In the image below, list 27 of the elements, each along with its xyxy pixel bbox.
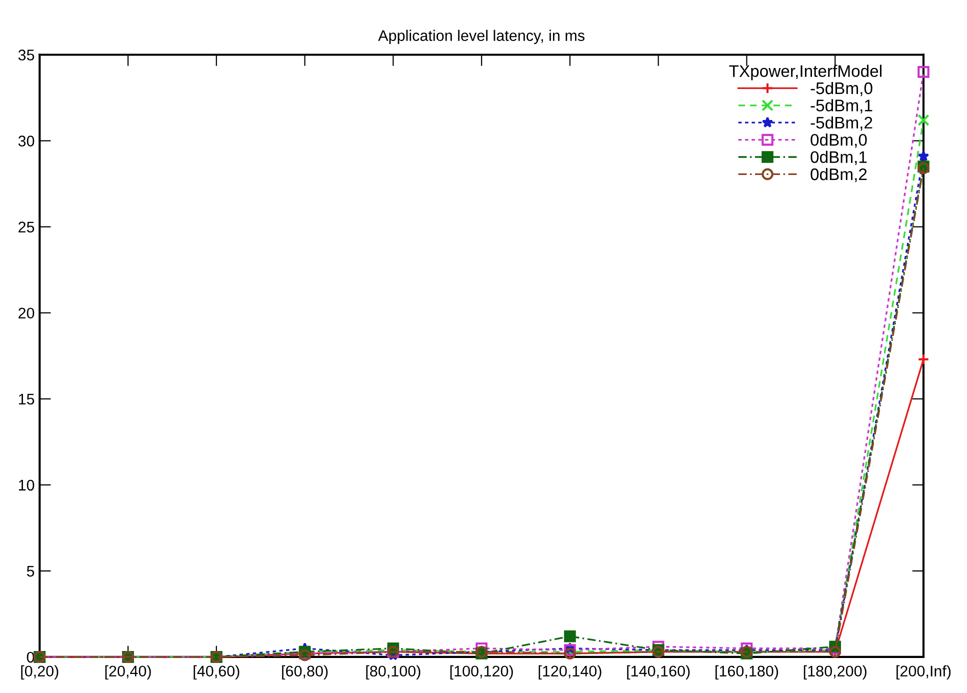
- x-tick-label: [80,100): [366, 665, 420, 680]
- legend-label: 0dBm,1: [810, 150, 867, 165]
- y-tick-label: 10: [18, 480, 34, 491]
- y-tick-label: 0: [26, 652, 34, 663]
- legend-label: 0dBm,0: [810, 134, 867, 148]
- x-tick-label: [40,60): [194, 665, 240, 680]
- y-tick-label: 30: [18, 136, 34, 146]
- y-tick-label: 20: [18, 308, 34, 319]
- x-tick-label: [60,80): [282, 665, 328, 680]
- x-tick-label: [0,20): [21, 665, 58, 680]
- x-tick-label: [20,40): [105, 665, 151, 680]
- x-tick-label: [140,160): [627, 665, 690, 680]
- chart-title: Application level latency, in ms: [378, 30, 584, 44]
- x-tick-label: [200,Inf): [896, 665, 951, 680]
- legend-label: -5dBm,0: [810, 82, 872, 96]
- x-tick-label: [160,180): [716, 665, 778, 680]
- legend-title: TXpower,InterfModel: [729, 64, 882, 80]
- x-tick-label: [180,200): [804, 665, 866, 680]
- legend-label: -5dBm,2: [810, 116, 872, 131]
- x-tick-label: [120,140): [538, 665, 602, 680]
- y-tick-label: 5: [26, 566, 34, 577]
- y-tick-label: 15: [18, 394, 34, 405]
- y-tick-label: 35: [18, 50, 34, 60]
- y-tick-label: 25: [18, 222, 34, 232]
- legend-label: 0dBm,2: [810, 168, 867, 182]
- legend-label: -5dBm,1: [810, 99, 872, 114]
- x-tick-label: [100,120): [450, 665, 513, 680]
